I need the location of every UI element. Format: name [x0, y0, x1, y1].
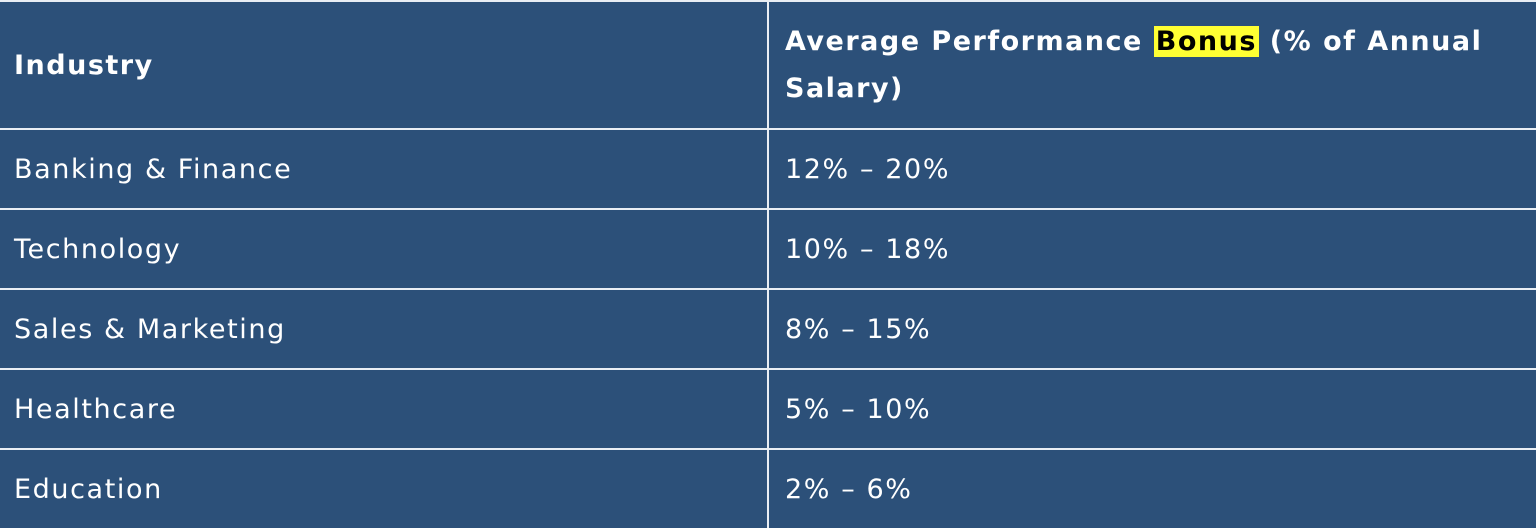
bonus-cell: 12% – 20%	[767, 128, 1536, 210]
bonus-cell: 2% – 6%	[767, 448, 1536, 528]
table-row: Technology 10% – 18%	[0, 208, 1536, 290]
industry-cell: Technology	[0, 208, 769, 290]
industry-cell: Healthcare	[0, 368, 769, 450]
header-bonus-prefix: Average Performance	[785, 26, 1154, 57]
header-bonus-suffix: (% of Annual Salary)	[785, 26, 1483, 104]
table-row: Education 2% – 6%	[0, 448, 1536, 528]
table-row: Healthcare 5% – 10%	[0, 368, 1536, 450]
highlighted-word: Bonus	[1153, 26, 1259, 57]
table-row: Banking & Finance 12% – 20%	[0, 128, 1536, 210]
bonus-cell: 8% – 15%	[767, 288, 1536, 370]
industry-cell: Sales & Marketing	[0, 288, 769, 370]
industry-cell: Banking & Finance	[0, 128, 769, 210]
bonus-cell: 5% – 10%	[767, 368, 1536, 450]
header-average-bonus: Average Performance Bonus (% of Annual S…	[767, 0, 1536, 130]
table-row: Sales & Marketing 8% – 15%	[0, 288, 1536, 370]
industry-cell: Education	[0, 448, 769, 528]
header-industry: Industry	[0, 0, 769, 130]
table-header-row: Industry Average Performance Bonus (% of…	[0, 0, 1536, 130]
bonus-cell: 10% – 18%	[767, 208, 1536, 290]
